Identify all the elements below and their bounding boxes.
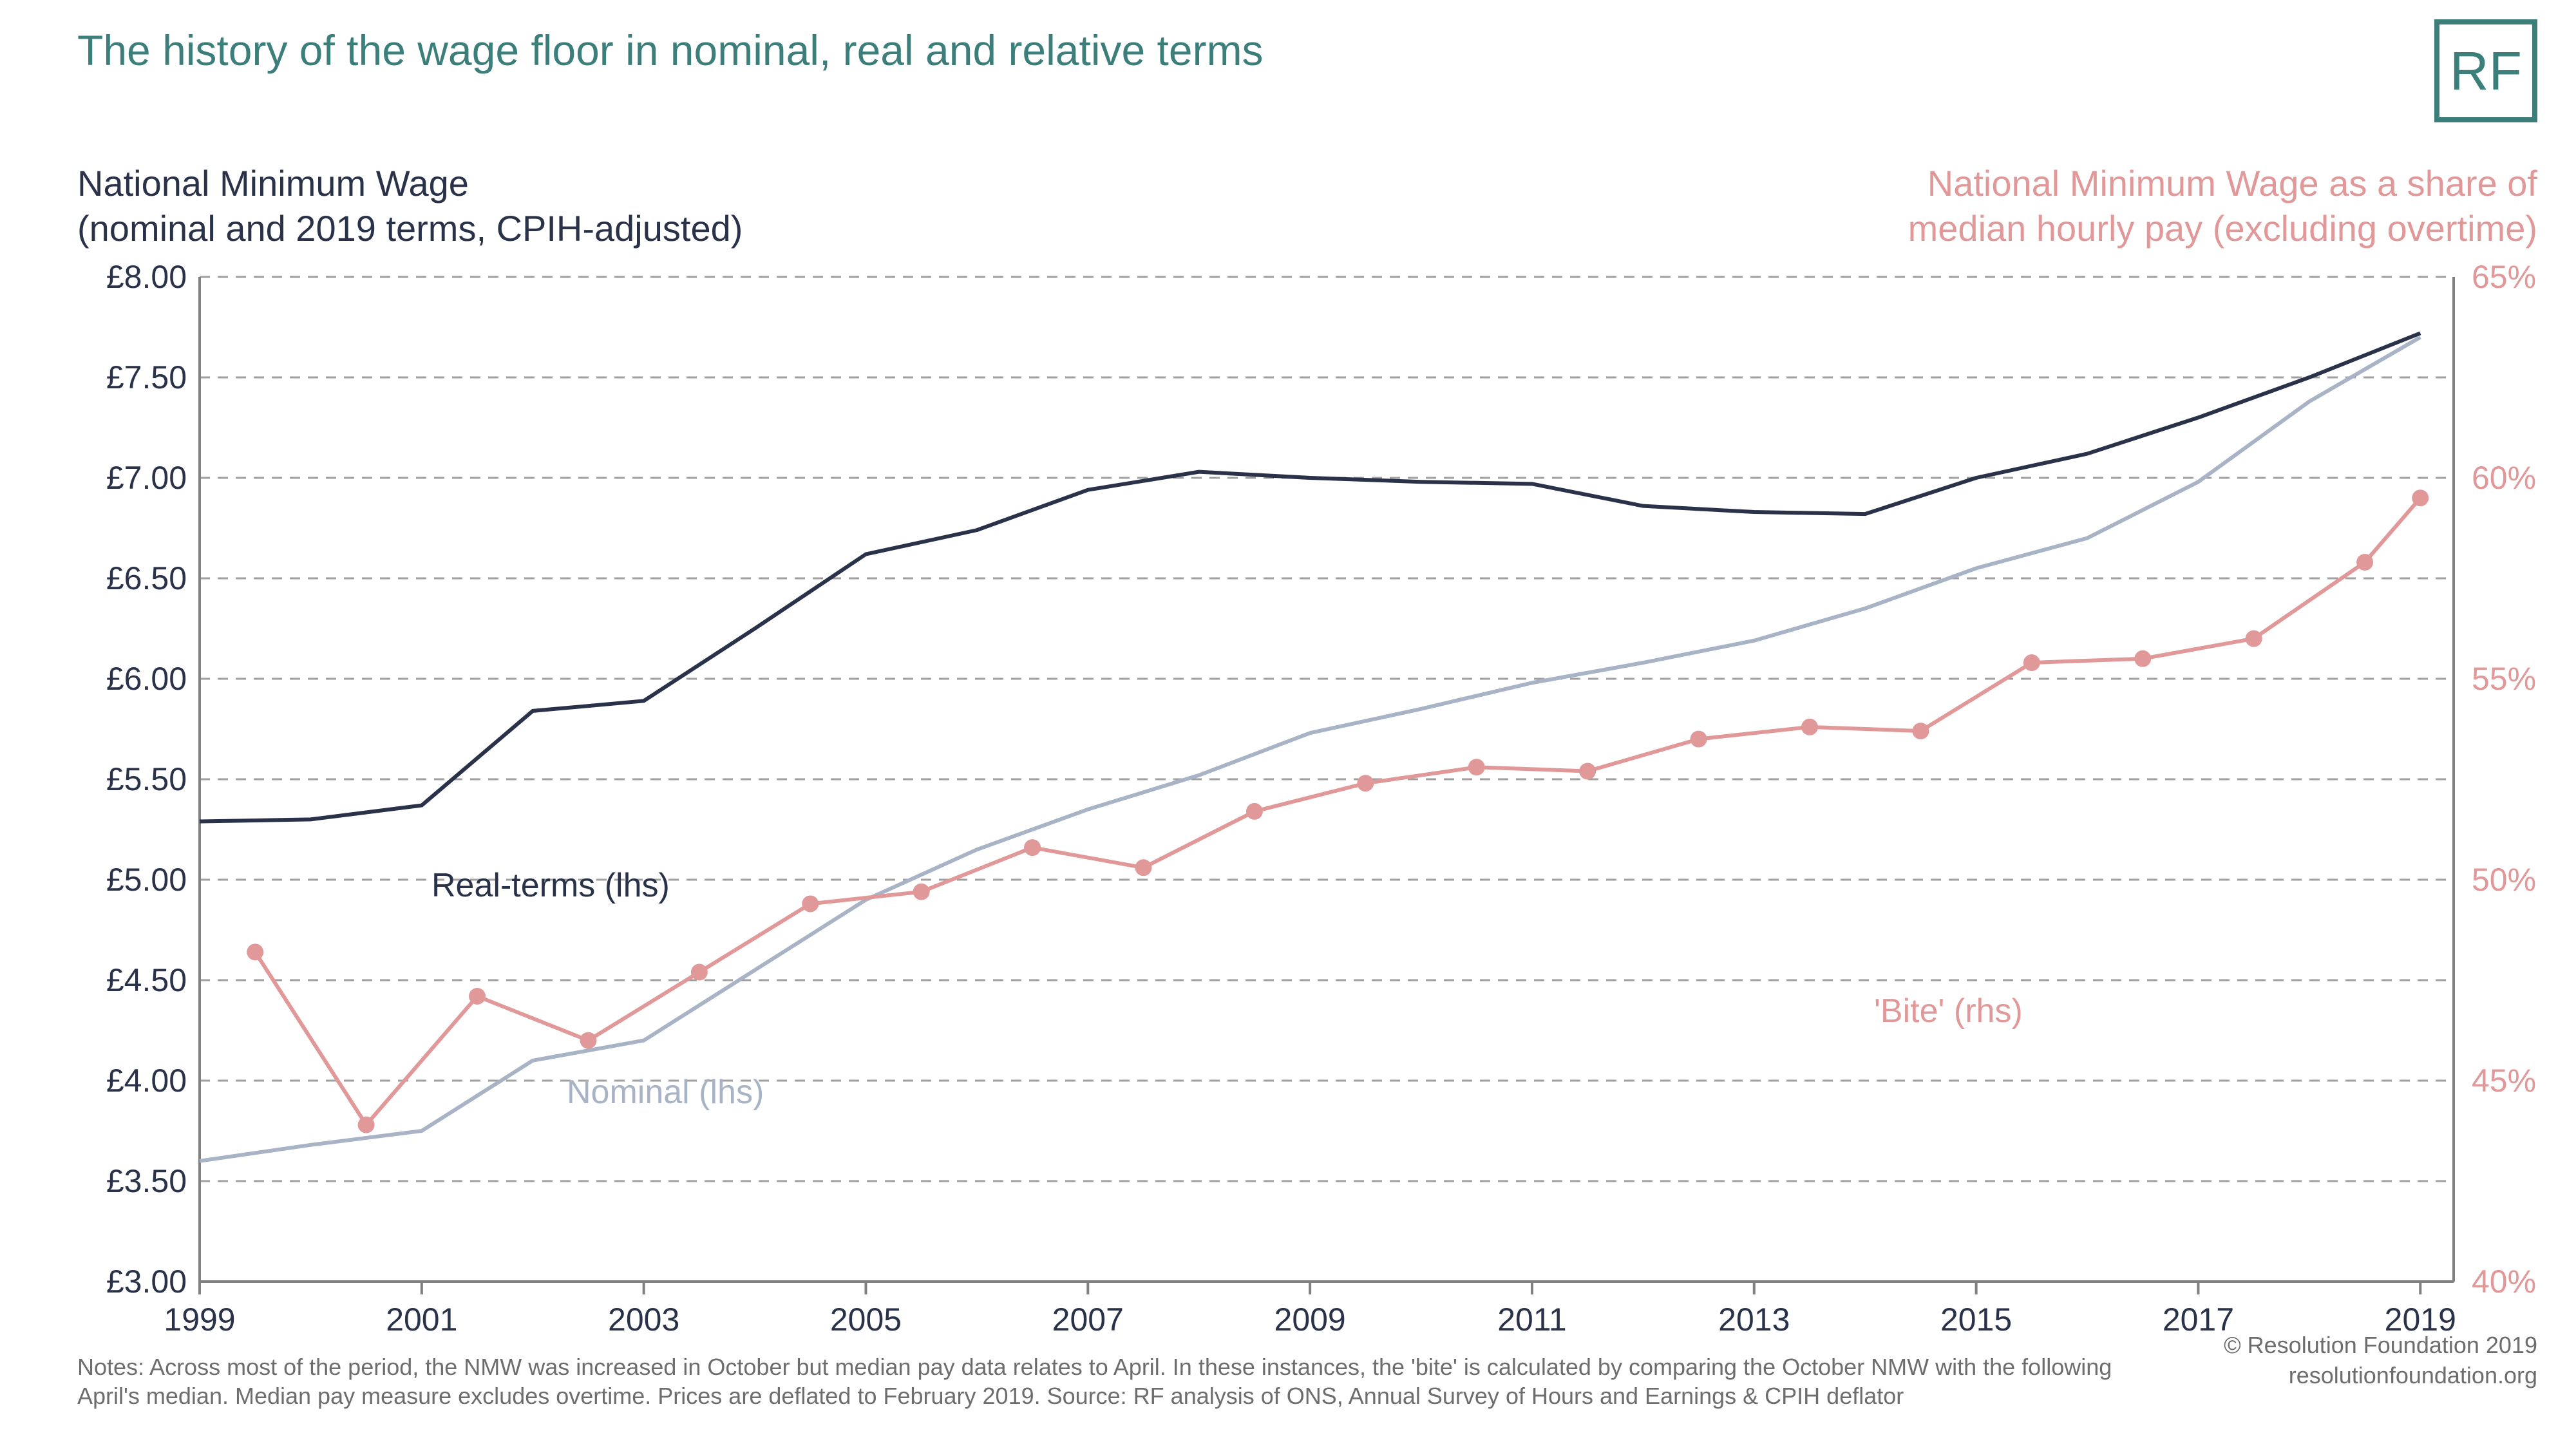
chart-title: The history of the wage floor in nominal…: [77, 26, 1264, 75]
y-right-tick-label: 65%: [2472, 258, 2568, 296]
right-axis-title-line2: median hourly pay (excluding overtime): [1908, 206, 2537, 251]
chart-container: The history of the wage floor in nominal…: [0, 0, 2576, 1449]
series-bite-marker: [1468, 759, 1485, 775]
series-bite-marker: [2412, 489, 2429, 506]
series-bite-marker: [913, 884, 930, 900]
y-left-tick-label: £6.00: [77, 660, 187, 697]
series-bite-marker: [1024, 839, 1041, 856]
x-tick-label: 2009: [1274, 1301, 1346, 1338]
chart-svg: [200, 277, 2454, 1282]
series-bite-marker: [2356, 554, 2373, 571]
right-axis-title-line1: National Minimum Wage as a share of: [1908, 161, 2537, 206]
x-tick-label: 2013: [1718, 1301, 1790, 1338]
chart-plot-area: £3.00£3.50£4.00£4.50£5.00£5.50£6.00£6.50…: [200, 277, 2454, 1282]
y-left-tick-label: £4.50: [77, 961, 187, 999]
y-left-tick-label: £3.50: [77, 1162, 187, 1200]
series-bite-marker: [2134, 650, 2151, 667]
x-tick-label: 2007: [1052, 1301, 1124, 1338]
series-bite: [255, 498, 2420, 1124]
series-bite-marker: [1246, 803, 1263, 820]
series-bite-marker: [2023, 654, 2040, 671]
series-bite-marker: [358, 1117, 375, 1133]
y-right-tick-label: 55%: [2472, 660, 2568, 697]
left-axis-title-line1: National Minimum Wage: [77, 161, 743, 206]
x-tick-label: 2015: [1940, 1301, 2012, 1338]
series-bite-marker: [1801, 719, 1818, 735]
series-real-terms: [200, 333, 2420, 821]
series-bite-marker: [580, 1032, 596, 1049]
y-right-tick-label: 50%: [2472, 861, 2568, 898]
y-left-tick-label: £5.00: [77, 861, 187, 898]
x-tick-label: 1999: [164, 1301, 235, 1338]
series-bite-marker: [2246, 630, 2262, 647]
series-bite-marker: [469, 988, 486, 1005]
y-left-tick-label: £4.00: [77, 1062, 187, 1099]
copyright-line1: © Resolution Foundation 2019: [2224, 1331, 2537, 1361]
series-label-real-terms: Real-terms (lhs): [431, 866, 670, 905]
series-bite-marker: [1690, 731, 1707, 748]
y-left-tick-label: £5.50: [77, 761, 187, 798]
series-bite-marker: [1135, 859, 1152, 876]
copyright: © Resolution Foundation 2019 resolutionf…: [2224, 1331, 2537, 1391]
series-bite-marker: [802, 895, 819, 912]
y-right-tick-label: 60%: [2472, 459, 2568, 497]
series-bite-marker: [1357, 775, 1374, 791]
right-axis-title: National Minimum Wage as a share of medi…: [1908, 161, 2537, 251]
y-left-tick-label: £3.00: [77, 1263, 187, 1300]
x-tick-label: 2005: [830, 1301, 902, 1338]
y-left-tick-label: £8.00: [77, 258, 187, 296]
series-bite-marker: [247, 943, 263, 960]
left-axis-title-line2: (nominal and 2019 terms, CPIH-adjusted): [77, 206, 743, 251]
chart-notes: Notes: Across most of the period, the NM…: [77, 1352, 2170, 1410]
series-nominal: [200, 337, 2420, 1161]
left-axis-title: National Minimum Wage (nominal and 2019 …: [77, 161, 743, 251]
series-bite-marker: [1912, 723, 1929, 739]
y-left-tick-label: £7.50: [77, 359, 187, 396]
x-tick-label: 2011: [1497, 1301, 1567, 1338]
copyright-line2: resolutionfoundation.org: [2224, 1361, 2537, 1391]
series-label-bite: 'Bite' (rhs): [1874, 992, 2023, 1030]
y-left-tick-label: £7.00: [77, 459, 187, 497]
series-bite-marker: [691, 964, 708, 981]
y-left-tick-label: £6.50: [77, 560, 187, 597]
logo-box: RF: [2434, 19, 2537, 122]
series-label-nominal: Nominal (lhs): [567, 1073, 764, 1112]
logo-text: RF: [2450, 40, 2522, 102]
y-right-tick-label: 45%: [2472, 1062, 2568, 1099]
x-tick-label: 2001: [386, 1301, 457, 1338]
y-right-tick-label: 40%: [2472, 1263, 2568, 1300]
x-tick-label: 2003: [608, 1301, 679, 1338]
series-bite-marker: [1579, 763, 1596, 780]
